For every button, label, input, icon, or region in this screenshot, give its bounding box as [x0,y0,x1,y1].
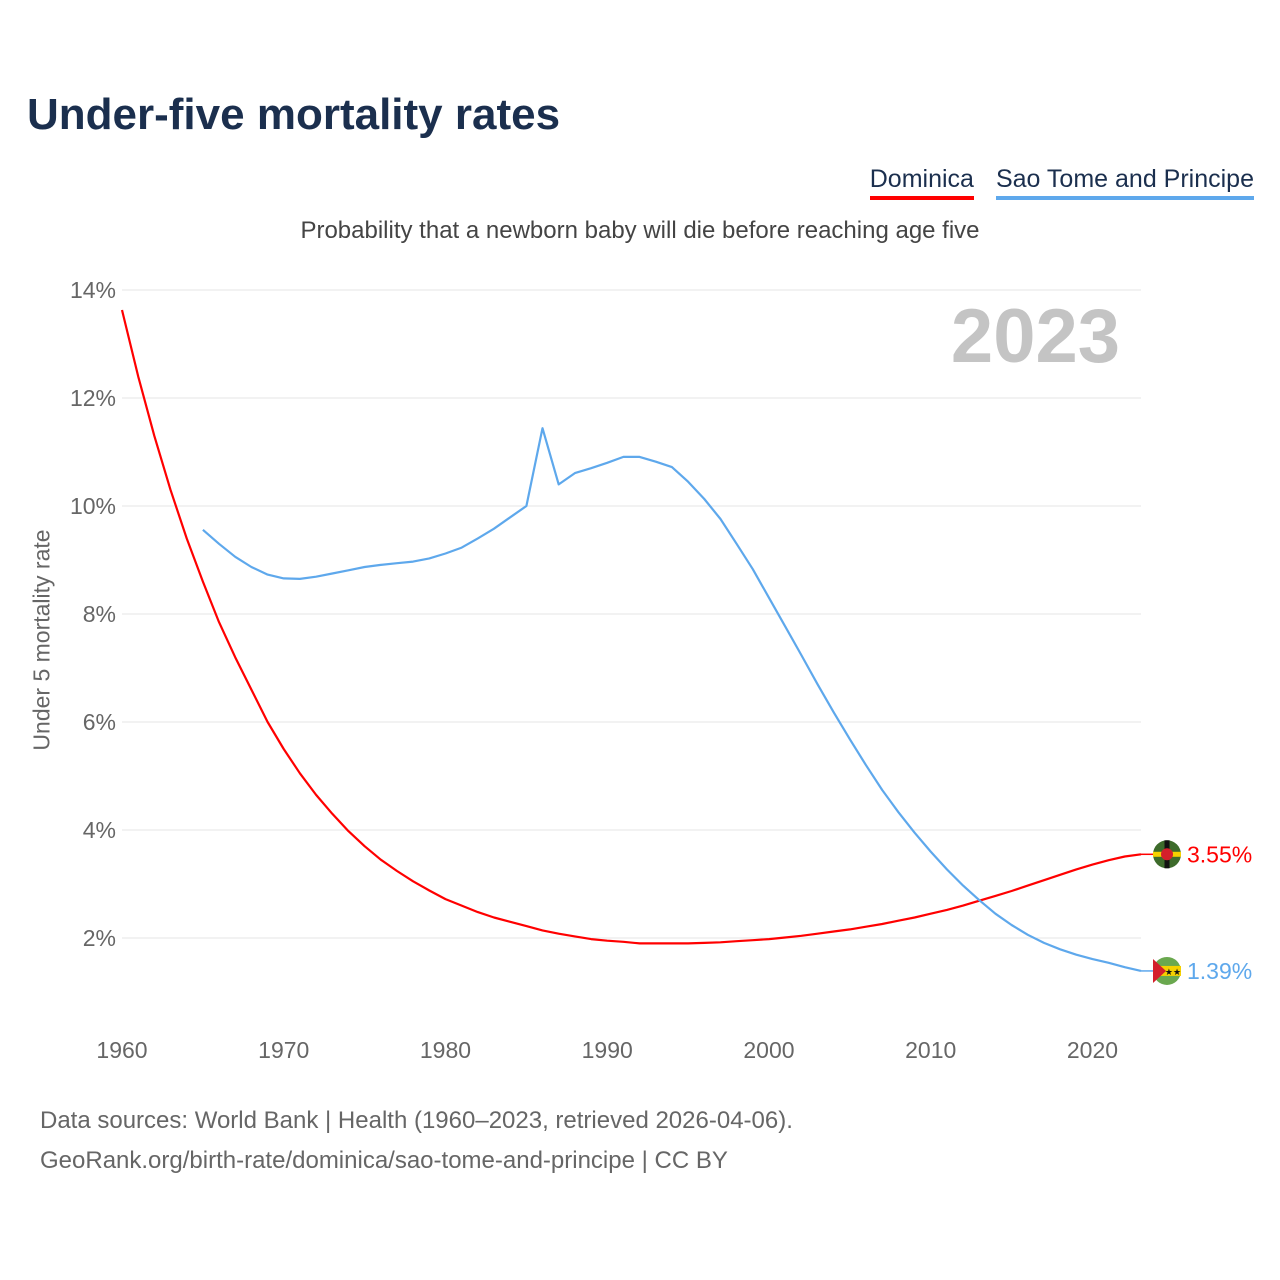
series-line-dominica [120,309,1142,945]
x-tick-label: 1990 [582,1037,633,1063]
y-tick-label: 10% [70,493,116,519]
x-tick-label: 2020 [1067,1037,1118,1063]
flag-triangle [1153,958,1166,983]
y-tick-label: 6% [83,709,116,735]
year-watermark: 2023 [951,294,1120,379]
legend: Dominica Sao Tome and Principe [869,165,1254,200]
y-tick-label: 2% [83,925,116,951]
x-tick-label: 1960 [96,1037,147,1063]
x-tick-label: 1970 [258,1037,309,1063]
y-tick-label: 14% [70,277,116,303]
legend-sao-tome[interactable]: Sao Tome and Principe [995,165,1254,200]
y-tick-label: 4% [83,817,116,843]
y-tick-label: 8% [83,601,116,627]
flag-disc [1161,848,1173,861]
y-tick-label: 12% [70,385,116,411]
flag-stripe [1153,965,1181,976]
x-tick-label: 1980 [420,1037,471,1063]
series-line-sao-tome [202,427,1142,972]
source-line-2: GeoRank.org/birth-rate/dominica/sao-tome… [40,1147,728,1174]
source-line-1: Data sources: World Bank | Health (1960–… [40,1107,793,1134]
x-tick-label: 2000 [743,1037,794,1063]
chart-subtitle: Probability that a newborn baby will die… [300,217,980,244]
x-tick-label: 2010 [905,1037,956,1063]
end-value-label: 1.39% [1187,958,1252,984]
flag-stars: ★★ [1165,967,1181,977]
legend-dominica[interactable]: Dominica [869,165,974,200]
chart-title: Under-five mortality rates [27,90,561,139]
end-value-label: 3.55% [1187,841,1252,867]
